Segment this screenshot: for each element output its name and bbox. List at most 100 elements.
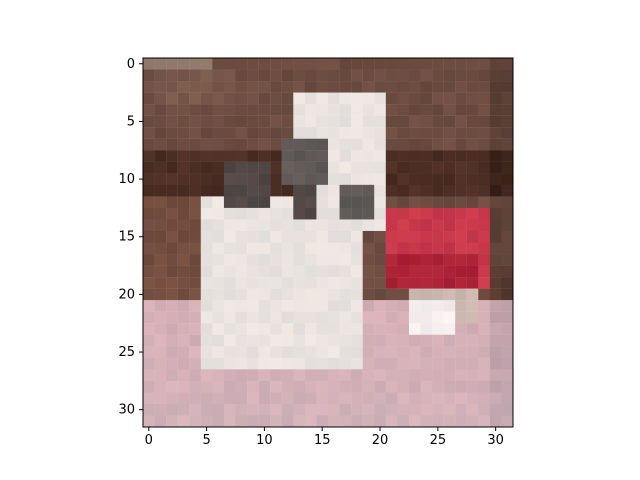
pixel-26-6: [443, 127, 456, 139]
pixel-24-0: [420, 58, 433, 70]
pixel-25-19: [432, 277, 444, 289]
pixel-8-31: [235, 415, 248, 428]
pixel-23-2: [408, 81, 421, 93]
pixel-11-25: [270, 346, 282, 358]
pixel-16-9: [328, 161, 340, 174]
pixel-21-31: [385, 415, 398, 428]
pixel-3-0: [177, 58, 190, 70]
pixel-21-4: [385, 104, 398, 116]
pixel-14-19: [304, 277, 317, 289]
pixel-13-13: [293, 207, 306, 220]
pixel-9-8: [247, 150, 259, 162]
pixel-22-2: [397, 81, 410, 93]
pixel-28-28: [466, 380, 479, 393]
pixel-3-25: [177, 346, 190, 358]
pixel-13-11: [293, 184, 306, 197]
pixel-27-5: [455, 115, 467, 128]
pixel-23-30: [408, 403, 421, 416]
pixel-0-5: [143, 115, 155, 128]
pixel-10-29: [258, 392, 271, 405]
pixel-21-20: [385, 288, 398, 301]
pixel-10-2: [258, 81, 271, 93]
pixel-23-9: [408, 161, 421, 174]
pixel-5-3: [200, 92, 213, 105]
pixel-28-16: [466, 242, 479, 255]
pixel-10-23: [258, 323, 271, 335]
pixel-14-17: [304, 254, 317, 266]
pixel-21-29: [385, 392, 398, 405]
pixel-24-30: [420, 403, 433, 416]
pixel-8-28: [235, 380, 248, 393]
pixel-5-17: [200, 254, 213, 266]
pixel-19-21: [362, 300, 375, 312]
pixel-7-8: [223, 150, 236, 162]
pixel-1-13: [154, 207, 167, 220]
pixel-13-18: [293, 265, 306, 278]
pixel-31-1: [501, 69, 514, 82]
pixel-19-28: [362, 380, 375, 393]
pixel-30-14: [489, 219, 502, 232]
pixel-1-4: [154, 104, 167, 116]
pixel-12-21: [281, 300, 294, 312]
pixel-28-8: [466, 150, 479, 162]
pixel-27-15: [455, 230, 467, 243]
pixel-14-6: [304, 127, 317, 139]
pixel-3-19: [177, 277, 190, 289]
pixel-4-1: [189, 69, 201, 82]
pixel-10-8: [258, 150, 271, 162]
pixel-28-7: [466, 138, 479, 151]
pixel-24-3: [420, 92, 433, 105]
pixel-30-29: [489, 392, 502, 405]
pixel-19-18: [362, 265, 375, 278]
pixel-2-4: [166, 104, 178, 116]
pixel-15-7: [316, 138, 329, 151]
pixel-12-11: [281, 184, 294, 197]
pixel-15-21: [316, 300, 329, 312]
pixel-8-24: [235, 334, 248, 347]
pixel-7-19: [223, 277, 236, 289]
pixel-5-8: [200, 150, 213, 162]
pixel-18-22: [351, 311, 363, 324]
pixel-16-17: [328, 254, 340, 266]
pixel-16-19: [328, 277, 340, 289]
pixel-7-26: [223, 357, 236, 370]
pixel-25-6: [432, 127, 444, 139]
pixel-5-0: [200, 58, 213, 70]
pixel-27-26: [455, 357, 467, 370]
pixel-19-15: [362, 230, 375, 243]
pixel-9-12: [247, 196, 259, 209]
x-tick-label-20: 20: [372, 433, 389, 448]
pixel-14-3: [304, 92, 317, 105]
pixel-31-17: [501, 254, 514, 266]
pixel-21-22: [385, 311, 398, 324]
pixel-2-10: [166, 173, 178, 185]
pixel-22-12: [397, 196, 410, 209]
pixel-8-22: [235, 311, 248, 324]
pixel-25-14: [432, 219, 444, 232]
pixel-2-14: [166, 219, 178, 232]
pixel-25-4: [432, 104, 444, 116]
pixel-20-18: [374, 265, 386, 278]
pixel-13-3: [293, 92, 306, 105]
pixel-6-27: [212, 369, 225, 382]
pixel-0-11: [143, 184, 155, 197]
pixel-25-24: [432, 334, 444, 347]
pixel-14-4: [304, 104, 317, 116]
pixel-20-8: [374, 150, 386, 162]
pixel-11-3: [270, 92, 282, 105]
pixel-21-27: [385, 369, 398, 382]
pixel-11-24: [270, 334, 282, 347]
pixel-12-31: [281, 415, 294, 428]
pixel-29-2: [478, 81, 491, 93]
pixel-12-5: [281, 115, 294, 128]
pixel-11-10: [270, 173, 282, 185]
pixel-26-18: [443, 265, 456, 278]
pixel-8-29: [235, 392, 248, 405]
pixel-0-7: [143, 138, 155, 151]
pixel-12-30: [281, 403, 294, 416]
pixel-3-29: [177, 392, 190, 405]
pixel-16-5: [328, 115, 340, 128]
pixel-9-9: [247, 161, 259, 174]
pixel-2-27: [166, 369, 178, 382]
pixel-1-1: [154, 69, 167, 82]
